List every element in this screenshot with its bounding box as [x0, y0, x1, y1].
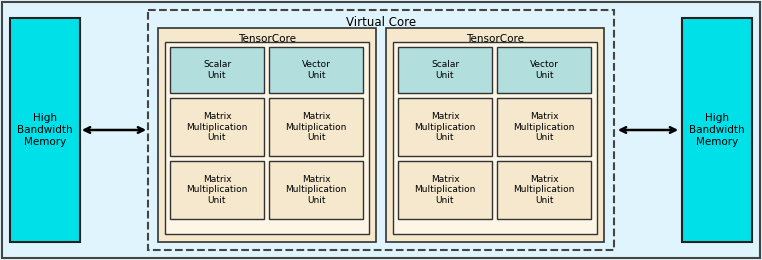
- Bar: [393, 42, 597, 234]
- Bar: [158, 28, 376, 242]
- Text: Vector
Unit: Vector Unit: [530, 60, 559, 80]
- Text: Matrix
Multiplication
Unit: Matrix Multiplication Unit: [415, 175, 475, 205]
- Bar: [170, 98, 264, 156]
- Bar: [398, 98, 492, 156]
- Bar: [10, 18, 80, 242]
- Bar: [497, 47, 591, 93]
- Text: Matrix
Multiplication
Unit: Matrix Multiplication Unit: [187, 112, 248, 142]
- Bar: [497, 161, 591, 219]
- Bar: [148, 10, 614, 250]
- Bar: [165, 42, 369, 234]
- Bar: [269, 161, 363, 219]
- Text: High
Bandwidth
Memory: High Bandwidth Memory: [689, 113, 744, 147]
- Bar: [682, 18, 752, 242]
- Bar: [170, 161, 264, 219]
- Bar: [398, 161, 492, 219]
- Text: Matrix
Multiplication
Unit: Matrix Multiplication Unit: [187, 175, 248, 205]
- Bar: [170, 47, 264, 93]
- Text: Matrix
Multiplication
Unit: Matrix Multiplication Unit: [285, 112, 347, 142]
- Bar: [398, 47, 492, 93]
- Text: Matrix
Multiplication
Unit: Matrix Multiplication Unit: [415, 112, 475, 142]
- Text: Vector
Unit: Vector Unit: [302, 60, 331, 80]
- Text: Matrix
Multiplication
Unit: Matrix Multiplication Unit: [285, 175, 347, 205]
- Text: Matrix
Multiplication
Unit: Matrix Multiplication Unit: [514, 175, 575, 205]
- Text: High
Bandwidth
Memory: High Bandwidth Memory: [18, 113, 73, 147]
- Text: TensorCore: TensorCore: [466, 34, 524, 44]
- Text: Matrix
Multiplication
Unit: Matrix Multiplication Unit: [514, 112, 575, 142]
- Text: Scalar
Unit: Scalar Unit: [203, 60, 231, 80]
- Bar: [269, 98, 363, 156]
- Bar: [497, 98, 591, 156]
- Text: Scalar
Unit: Scalar Unit: [431, 60, 459, 80]
- Bar: [269, 47, 363, 93]
- Bar: [386, 28, 604, 242]
- Text: Virtual Core: Virtual Core: [346, 16, 416, 29]
- Text: TensorCore: TensorCore: [238, 34, 296, 44]
